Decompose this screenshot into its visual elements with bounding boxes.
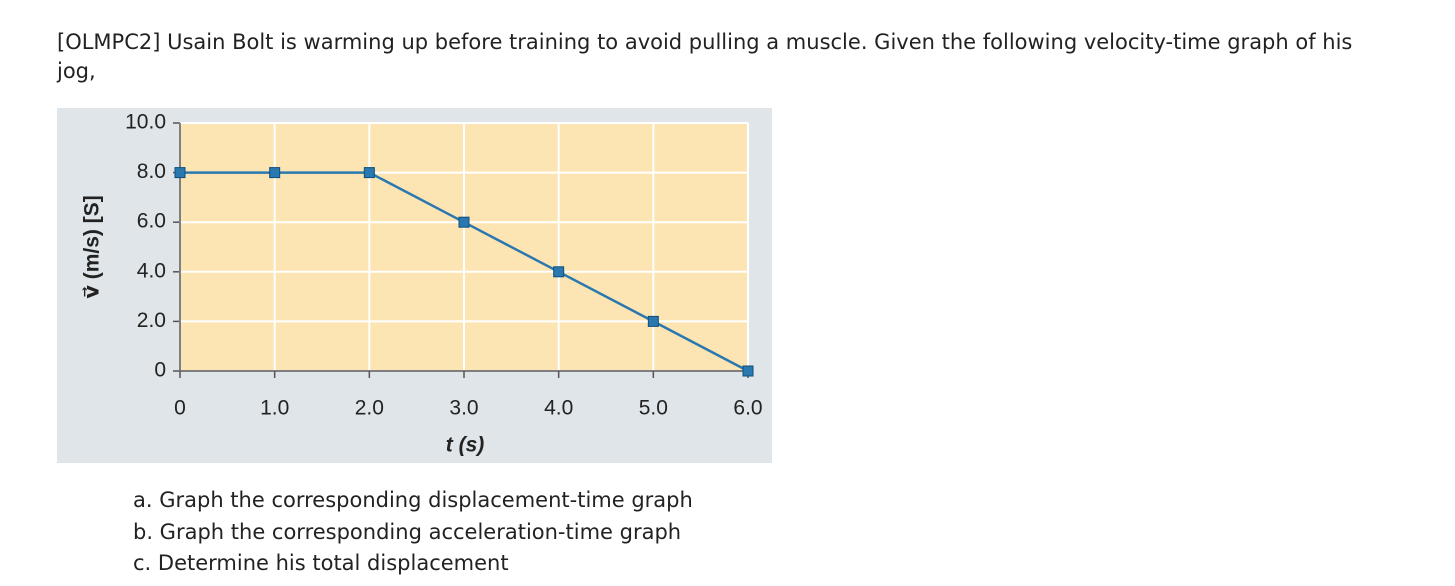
y-axis-label: v⃗ (m/s) [S] [81, 195, 104, 299]
data-point [553, 266, 565, 278]
x-tick-label: 0 [174, 397, 186, 420]
part-item: b. Graph the corresponding acceleration-… [133, 519, 682, 544]
parts-list: a. Graph the corresponding displacement-… [133, 485, 693, 580]
data-point [458, 216, 470, 228]
y-tick-label: 2.0 [137, 309, 166, 332]
chart: t (s) v⃗ (m/s) [S] 0 2.0 4.0 6.0 8.0 10.0 0 1.0… [57, 108, 772, 463]
x-tick-label: 1.0 [260, 397, 289, 420]
x-tick-label: 2.0 [355, 397, 384, 420]
x-tick-label: 5.0 [639, 397, 668, 420]
x-tick-label: 6.0 [733, 397, 762, 420]
data-point [742, 365, 754, 377]
data-point [269, 167, 281, 179]
part-item: c. Determine his total displacement [133, 551, 509, 575]
data-point [174, 167, 186, 179]
part-item: a. Graph the corresponding displacement-… [133, 488, 693, 512]
question-text: [OLMPC2] Usain Bolt is warming up before… [57, 30, 1353, 83]
x-tick-label: 4.0 [544, 397, 573, 420]
y-tick-label: 4.0 [137, 259, 166, 282]
x-tick-label: 3.0 [449, 397, 478, 420]
y-tick-label: 0 [154, 359, 166, 382]
y-tick-label: 6.0 [137, 210, 166, 233]
y-tick-label: 8.0 [137, 160, 166, 183]
x-axis-label: t (s) [446, 434, 485, 457]
data-point [363, 167, 375, 179]
data-point [647, 315, 659, 327]
y-tick-label: 10.0 [125, 111, 166, 134]
